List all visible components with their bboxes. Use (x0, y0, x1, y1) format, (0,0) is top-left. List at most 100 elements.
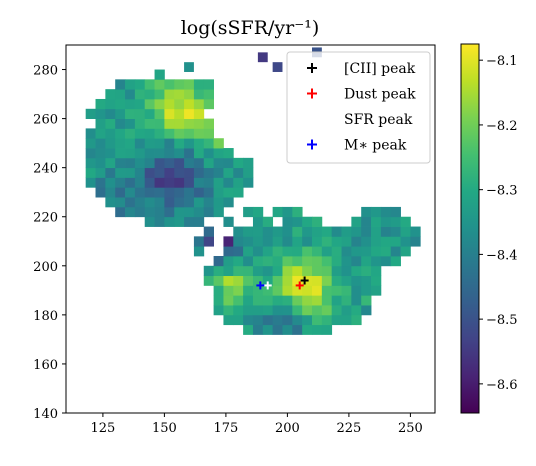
heatmap-pixel (282, 324, 293, 335)
colorbar-gradient (460, 43, 480, 414)
heatmap-pixel (154, 206, 165, 218)
heatmap-pixel (282, 314, 293, 326)
heatmap-pixel (361, 265, 372, 277)
heatmap-pixel (243, 236, 254, 247)
heatmap-pixel (95, 108, 106, 119)
peak-markers (256, 276, 309, 290)
heatmap-pixel (164, 128, 175, 139)
chart-title: log(sSFR/yr⁻¹) (181, 17, 320, 39)
heatmap-pixel (351, 305, 362, 316)
heatmap-pixel (184, 138, 195, 149)
heatmap-pixel (184, 167, 195, 178)
heatmap-pixel (105, 128, 116, 139)
heatmap-pixel (115, 206, 126, 218)
heatmap-pixel (243, 206, 254, 218)
heatmap-pixel (125, 197, 136, 208)
heatmap-pixel (312, 246, 323, 257)
heatmap-pixel (351, 295, 362, 306)
heatmap-pixel (243, 324, 254, 335)
heatmap-pixel (193, 206, 205, 218)
heatmap-pixel (144, 216, 155, 227)
heatmap-pixel (125, 148, 136, 159)
heatmap-pixel (223, 157, 234, 169)
heatmap-pixel (154, 138, 165, 149)
heatmap-pixel (164, 216, 175, 227)
heatmap-pixel (341, 255, 352, 267)
heatmap-pixel (154, 69, 165, 80)
heatmap-pixel (361, 206, 372, 218)
heatmap-pixel (95, 128, 106, 139)
heatmap-pixel (243, 275, 254, 286)
heatmap-pixel (144, 118, 155, 129)
heatmap-pixel (252, 216, 264, 227)
heatmap-pixel (144, 197, 155, 208)
heatmap-pixel (312, 255, 323, 267)
heatmap-pixel (351, 275, 362, 286)
x-tick-label: 150 (152, 421, 177, 436)
heatmap-pixel (134, 108, 146, 119)
heatmap-pixel (213, 275, 224, 286)
heatmap-pixel (272, 285, 283, 296)
heatmap-pixel (213, 295, 224, 306)
heatmap-pixel (262, 305, 274, 316)
heatmap-pixel (134, 138, 146, 149)
heatmap-pixel (321, 324, 333, 335)
heatmap-pixel (154, 98, 165, 110)
heatmap-pixel (115, 148, 126, 159)
heatmap-pixel (312, 275, 323, 286)
heatmap-pixel (193, 98, 205, 110)
heatmap-pixel (223, 236, 234, 247)
heatmap-pixel (184, 197, 195, 208)
heatmap-pixel (262, 216, 274, 227)
heatmap-pixel (154, 128, 165, 139)
heatmap-pixel (95, 98, 106, 110)
legend-label: SFR peak (344, 112, 413, 128)
heatmap-pixel (262, 295, 274, 306)
heatmap-pixel (184, 148, 195, 159)
heatmap-pixel (282, 285, 293, 296)
heatmap-pixel (223, 197, 234, 208)
heatmap-pixel (252, 285, 264, 296)
heatmap-pixel (233, 314, 244, 326)
heatmap-pixel (154, 216, 165, 227)
heatmap-pixel (282, 236, 293, 247)
heatmap-pixel (302, 255, 313, 267)
heatmap-pixel (134, 118, 146, 129)
heatmap-pixel (321, 275, 333, 286)
heatmap-pixel (203, 275, 214, 286)
heatmap-pixel (184, 79, 195, 90)
heatmap-pixel (341, 236, 352, 247)
heatmap-pixel (223, 216, 234, 227)
heatmap-pixel (203, 236, 214, 247)
heatmap-pixel (174, 216, 185, 227)
heatmap-pixel (95, 148, 106, 159)
heatmap-pixel (213, 305, 224, 316)
heatmap-pixel (243, 246, 254, 257)
heatmap-pixel (233, 167, 244, 178)
heatmap-pixel (154, 89, 165, 100)
heatmap-pixel (331, 305, 342, 316)
heatmap-pixel (125, 89, 136, 100)
colorbar-ticks: −8.1 −8.2 −8.3 −8.4 −8.5 −8.6 (479, 54, 518, 393)
heatmap-pixel (351, 246, 362, 257)
heatmap-pixel (115, 118, 126, 129)
y-tick-label: 260 (33, 113, 58, 128)
heatmap-pixel (233, 305, 244, 316)
heatmap-pixel (125, 138, 136, 149)
heatmap-pixel (105, 197, 116, 208)
heatmap-pixel (252, 226, 264, 237)
heatmap-pixel (125, 128, 136, 139)
colorbar-tick-label: −8.1 (486, 54, 518, 69)
heatmap-pixel (115, 98, 126, 110)
heatmap-pixel (193, 118, 205, 129)
heatmap-pixel (252, 236, 264, 247)
heatmap-pixel (272, 226, 283, 237)
heatmap-pixel (331, 265, 342, 277)
heatmap-pixel (213, 157, 224, 169)
heatmap-pixel (125, 206, 136, 218)
heatmap-pixel (223, 285, 234, 296)
heatmap-pixel (233, 255, 244, 267)
heatmap-pixel (164, 138, 175, 149)
heatmap-pixel (282, 275, 293, 286)
heatmap-pixel (233, 246, 244, 257)
